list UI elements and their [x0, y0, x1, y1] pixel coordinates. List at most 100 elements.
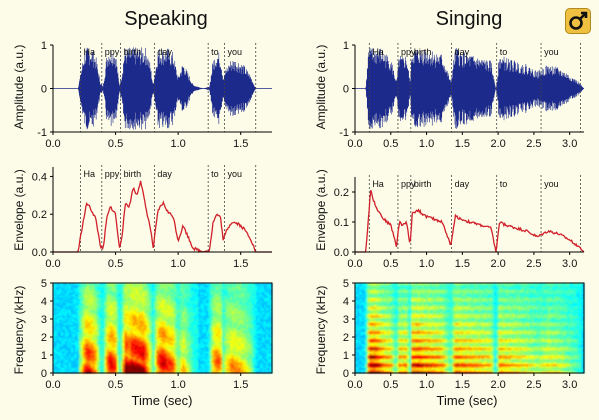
spectrogram-cell: [64, 362, 68, 365]
spectrogram-cell: [114, 351, 118, 354]
x-tick-label: 3.0: [562, 138, 577, 150]
spectrogram-cell: [230, 365, 233, 368]
spectrogram-cell: [210, 292, 213, 295]
syllable-label: to: [211, 169, 219, 179]
spectrogram-cell: [144, 364, 147, 367]
spectrogram-cell: [122, 310, 126, 313]
spectrogram-cell: [96, 364, 100, 367]
spectrogram-cell: [92, 364, 96, 367]
spectrogram-cell: [116, 328, 120, 331]
spectrogram-cell: [186, 351, 189, 354]
spectrogram-cell: [86, 353, 90, 356]
spectrogram-cell: [92, 349, 96, 352]
spectrogram-cell: [92, 328, 96, 331]
spectrogram-cell: [134, 283, 138, 286]
spectrogram-cell: [198, 313, 201, 316]
spectrogram-cell: [158, 333, 161, 336]
spectrogram-cell: [118, 362, 122, 365]
spectrogram-cell: [56, 349, 60, 352]
spectrogram-cell: [54, 293, 58, 296]
spectrogram-cell: [208, 351, 211, 354]
spectrogram-cell: [58, 299, 62, 302]
spectrogram-cell: [174, 360, 177, 363]
spectrogram-cell: [170, 310, 173, 313]
spectrogram-cell: [228, 317, 231, 320]
spectrogram-cell: [240, 351, 243, 354]
spectrogram-cell: [188, 284, 191, 287]
spectrogram-cell: [70, 367, 74, 370]
spectrogram-cell: [188, 364, 191, 367]
spectrogram-cell: [54, 367, 58, 370]
spectrogram-cell: [56, 302, 60, 305]
spectrogram-cell: [196, 299, 199, 302]
spectrogram-cell: [80, 284, 84, 287]
spectrogram-cell: [170, 351, 173, 354]
spectrogram-cell: [226, 367, 229, 370]
spectrogram-cell: [148, 292, 151, 295]
spectrogram-cell: [212, 304, 215, 307]
spectrogram-cell: [152, 326, 155, 329]
spectrogram-cell: [53, 292, 56, 295]
spectrogram-cell: [80, 304, 84, 307]
spectrogram-cell: [120, 324, 124, 327]
spectrogram-cell: [82, 283, 86, 286]
spectrogram-cell: [186, 329, 189, 332]
spectrogram-cell: [74, 362, 78, 365]
spectrogram-cell: [72, 292, 76, 295]
spectrogram-cell: [234, 358, 237, 361]
spectrogram-cell: [206, 310, 209, 313]
spectrogram-cell: [168, 335, 171, 338]
spectrogram-cell: [138, 306, 141, 309]
spectrogram-cell: [90, 293, 94, 296]
spectrogram-cell: [110, 342, 114, 345]
spectrogram-cell: [130, 337, 134, 340]
spectrogram-cell: [66, 288, 70, 291]
spectrogram-cell: [234, 365, 237, 368]
spectrogram-cell: [126, 284, 130, 287]
spectrogram-cell: [210, 335, 213, 338]
spectrogram-cell: [218, 315, 221, 318]
spectrogram-cell: [102, 329, 106, 332]
spectrogram-cell: [158, 340, 161, 343]
spectrogram-cell: [226, 308, 229, 311]
spectrogram-cell: [128, 371, 132, 374]
spectrogram-cell: [144, 349, 147, 352]
spectrogram-cell: [164, 338, 167, 341]
spectrogram-cell: [120, 328, 124, 331]
spectrogram-cell: [140, 293, 143, 296]
x-tick-label: 1.5: [233, 258, 248, 270]
spectrogram-cell: [238, 355, 241, 358]
spectrogram-cell: [200, 310, 203, 313]
spectrogram-cell: [114, 283, 118, 286]
spectrogram-cell: [144, 347, 147, 350]
spectrogram-cell: [70, 319, 74, 322]
spectrogram-cell: [138, 329, 141, 332]
spectrogram-cell: [130, 358, 134, 361]
spectrogram-cell: [54, 304, 58, 307]
spectrogram-cell: [244, 346, 247, 349]
spectrogram-cell: [158, 369, 161, 372]
spectrogram-cell: [70, 322, 74, 325]
spectrogram-cell: [186, 283, 189, 286]
spectrogram-cell: [174, 356, 177, 359]
spectrogram-cell: [100, 286, 104, 289]
spectrogram-cell: [186, 315, 189, 318]
spectrogram-cell: [64, 302, 68, 305]
spectrogram-cell: [176, 295, 179, 298]
spectrogram-cell: [188, 320, 191, 323]
spectrogram-cell: [126, 304, 130, 307]
spectrogram-cell: [112, 324, 116, 327]
spectrogram-cell: [186, 364, 189, 367]
spectrogram-cell: [152, 283, 155, 286]
spectrogram-cell: [226, 355, 229, 358]
spectrogram-cell: [198, 367, 201, 370]
spectrogram-cell: [84, 295, 88, 298]
y-tick-label: 0.2: [32, 209, 47, 221]
spectrogram-cell: [76, 367, 80, 370]
spectrogram-cell: [244, 338, 247, 341]
spectrogram-cell: [124, 355, 128, 358]
spectrogram-cell: [134, 369, 138, 372]
spectrogram-cell: [212, 367, 215, 370]
spectrogram-cell: [218, 331, 221, 334]
spectrogram-cell: [122, 344, 126, 347]
